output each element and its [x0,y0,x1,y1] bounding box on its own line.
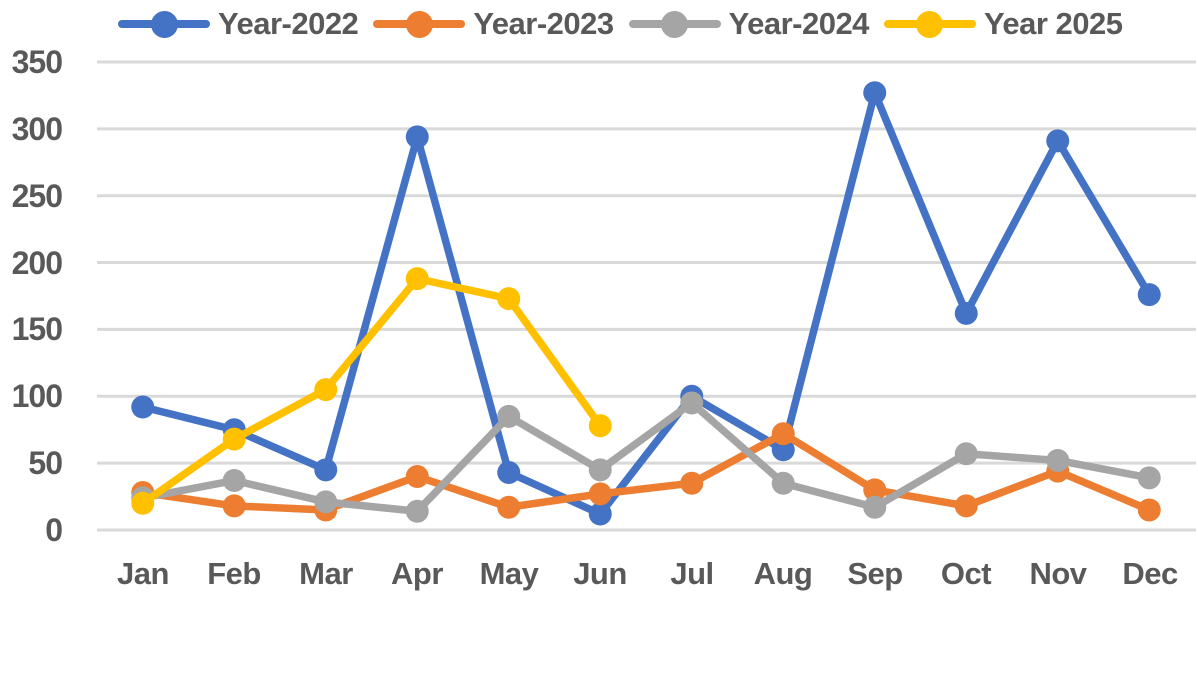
data-point-marker [1137,498,1161,522]
y-axis-tick: 150 [11,311,63,347]
y-axis-tick: 0 [45,512,63,548]
data-point-marker [588,458,612,482]
data-point-marker [954,301,978,325]
y-axis-tick: 200 [11,245,63,281]
x-axis-tick: Dec [1122,556,1178,591]
line-dot-marker-icon [373,10,466,38]
legend-item-year-2022[interactable]: Year-2022 [118,6,359,42]
data-point-marker [771,471,795,495]
legend-label: Year-2024 [728,6,870,41]
x-axis-tick: Aug [753,556,813,591]
x-axis-tick: Jan [117,556,169,591]
x-axis-tick: Sep [847,556,903,591]
data-point-marker [131,395,155,419]
y-axis-tick: 300 [11,111,63,147]
data-point-marker [588,482,612,506]
data-point-marker [497,287,521,311]
data-point-marker [863,495,887,519]
data-point-marker [497,495,521,519]
data-point-marker [497,461,521,485]
data-point-marker [497,404,521,428]
y-axis-tick: 100 [11,378,63,414]
data-point-marker [222,427,246,451]
data-point-marker [405,465,429,489]
data-point-marker [1137,466,1161,490]
x-axis-tick: Jul [670,556,714,591]
data-point-marker [222,494,246,518]
x-axis-tick: Jun [573,556,627,591]
x-axis-tick: Nov [1029,556,1087,591]
legend-item-year-2024[interactable]: Year-2024 [628,6,870,42]
data-point-marker [314,378,338,402]
data-point-marker [954,494,978,518]
line-dot-marker-icon [883,10,976,38]
y-axis-tick: 50 [28,445,63,481]
x-axis-tick: Mar [299,556,353,591]
data-point-marker [588,502,612,526]
legend-label: Year 2025 [983,6,1123,41]
series-line-Year-2023 [139,429,1153,514]
x-axis-tick: Feb [207,556,261,591]
data-point-marker [405,125,429,149]
data-point-marker [680,391,704,415]
data-point-marker [863,81,887,105]
x-axis-tick: Oct [940,556,992,591]
x-axis-tick: Apr [391,556,443,591]
data-point-marker [680,471,704,495]
data-point-marker [405,267,429,291]
x-axis-tick: May [479,556,539,591]
line-dot-marker-icon [118,10,210,38]
data-point-marker [771,422,795,446]
y-axis-tick: 250 [11,178,63,214]
series-line-Year-2024 [139,399,1153,516]
data-point-marker [771,438,795,462]
data-point-marker [1046,129,1070,153]
series-line-Year 2025 [139,274,604,508]
line-dot-marker-icon [628,10,721,38]
data-point-marker [314,458,338,482]
chart-legend: Year-2022 Year-2023 Year-2024 Year 2025 [118,0,1123,48]
data-point-marker [405,499,429,523]
data-point-marker [222,469,246,493]
data-point-marker [1137,283,1161,307]
series-line-Year-2022 [139,88,1153,518]
legend-label: Year-2022 [218,6,359,41]
y-axis-tick: 350 [11,44,63,80]
data-point-marker [588,414,612,438]
data-point-marker [131,491,155,515]
data-point-marker [954,442,978,466]
data-point-marker [1046,448,1070,472]
legend-label: Year-2023 [473,6,614,41]
data-point-marker [314,490,338,514]
data-point-marker [863,478,887,502]
legend-item-year-2023[interactable]: Year-2023 [373,6,614,42]
legend-item-year-2025[interactable]: Year 2025 [883,6,1123,42]
